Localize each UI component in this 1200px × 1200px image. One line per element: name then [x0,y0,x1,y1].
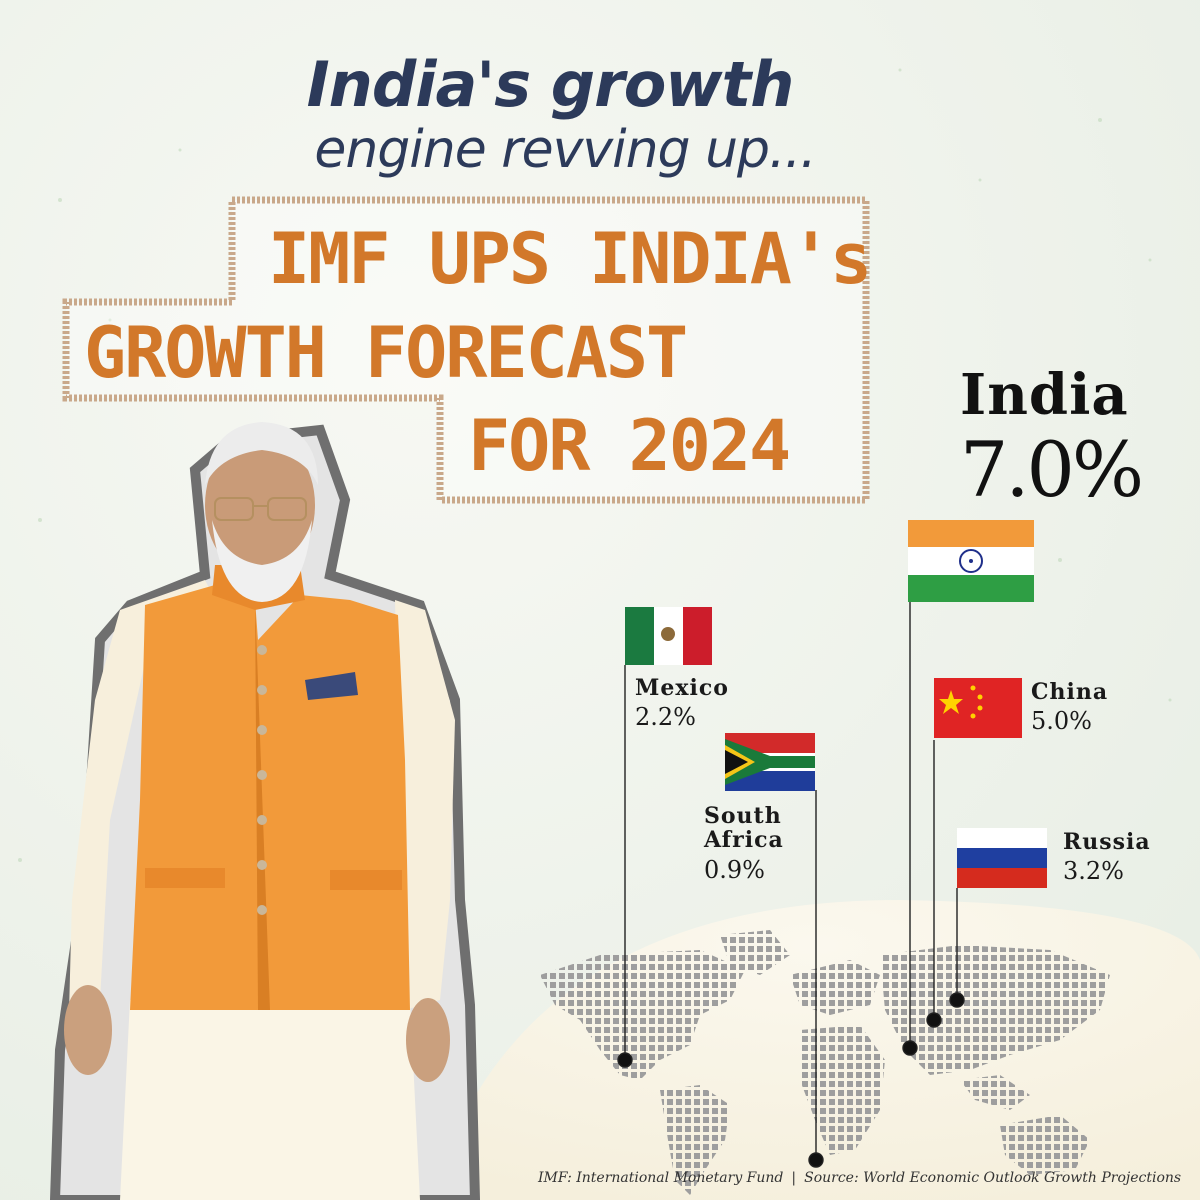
headline-line1: India's growth [306,48,795,121]
india-flag [908,520,1034,602]
russia-value: 3.2% [1063,857,1124,885]
china-name: China [1031,679,1109,705]
india-name: India [960,362,1129,428]
world-map [540,930,1110,1195]
person-illustration [49,422,481,1200]
mexico-name: Mexico [635,675,729,701]
stamp-line1: IMF UPS INDIA's [268,218,872,300]
stamp-line3: FOR 2024 [468,405,791,487]
south-africa-name-line1: South [704,803,782,829]
china-flag [934,678,1022,738]
stamp-border [62,196,870,504]
footer-separator: | [791,1170,797,1186]
mexico-flag [625,607,712,665]
russia-name: Russia [1063,829,1151,855]
footer-credits: IMF: International Monetary Fund | Source:… [538,1170,1181,1186]
russia-flag [957,828,1047,888]
south-africa-value: 0.9% [704,856,765,884]
south-africa-name-line2: Africa [704,827,784,853]
mexico-value: 2.2% [635,703,696,731]
stamp-line2: GROWTH FORECAST [84,312,688,394]
footer-imf: IMF: International Monetary Fund [538,1170,784,1186]
india-value: 7.0% [960,425,1144,514]
footer-source: Source: World Economic Outlook Growth Pr… [804,1170,1182,1186]
headline-line2: engine revving up... [314,120,816,180]
china-value: 5.0% [1031,707,1092,735]
south-africa-flag [725,733,815,791]
